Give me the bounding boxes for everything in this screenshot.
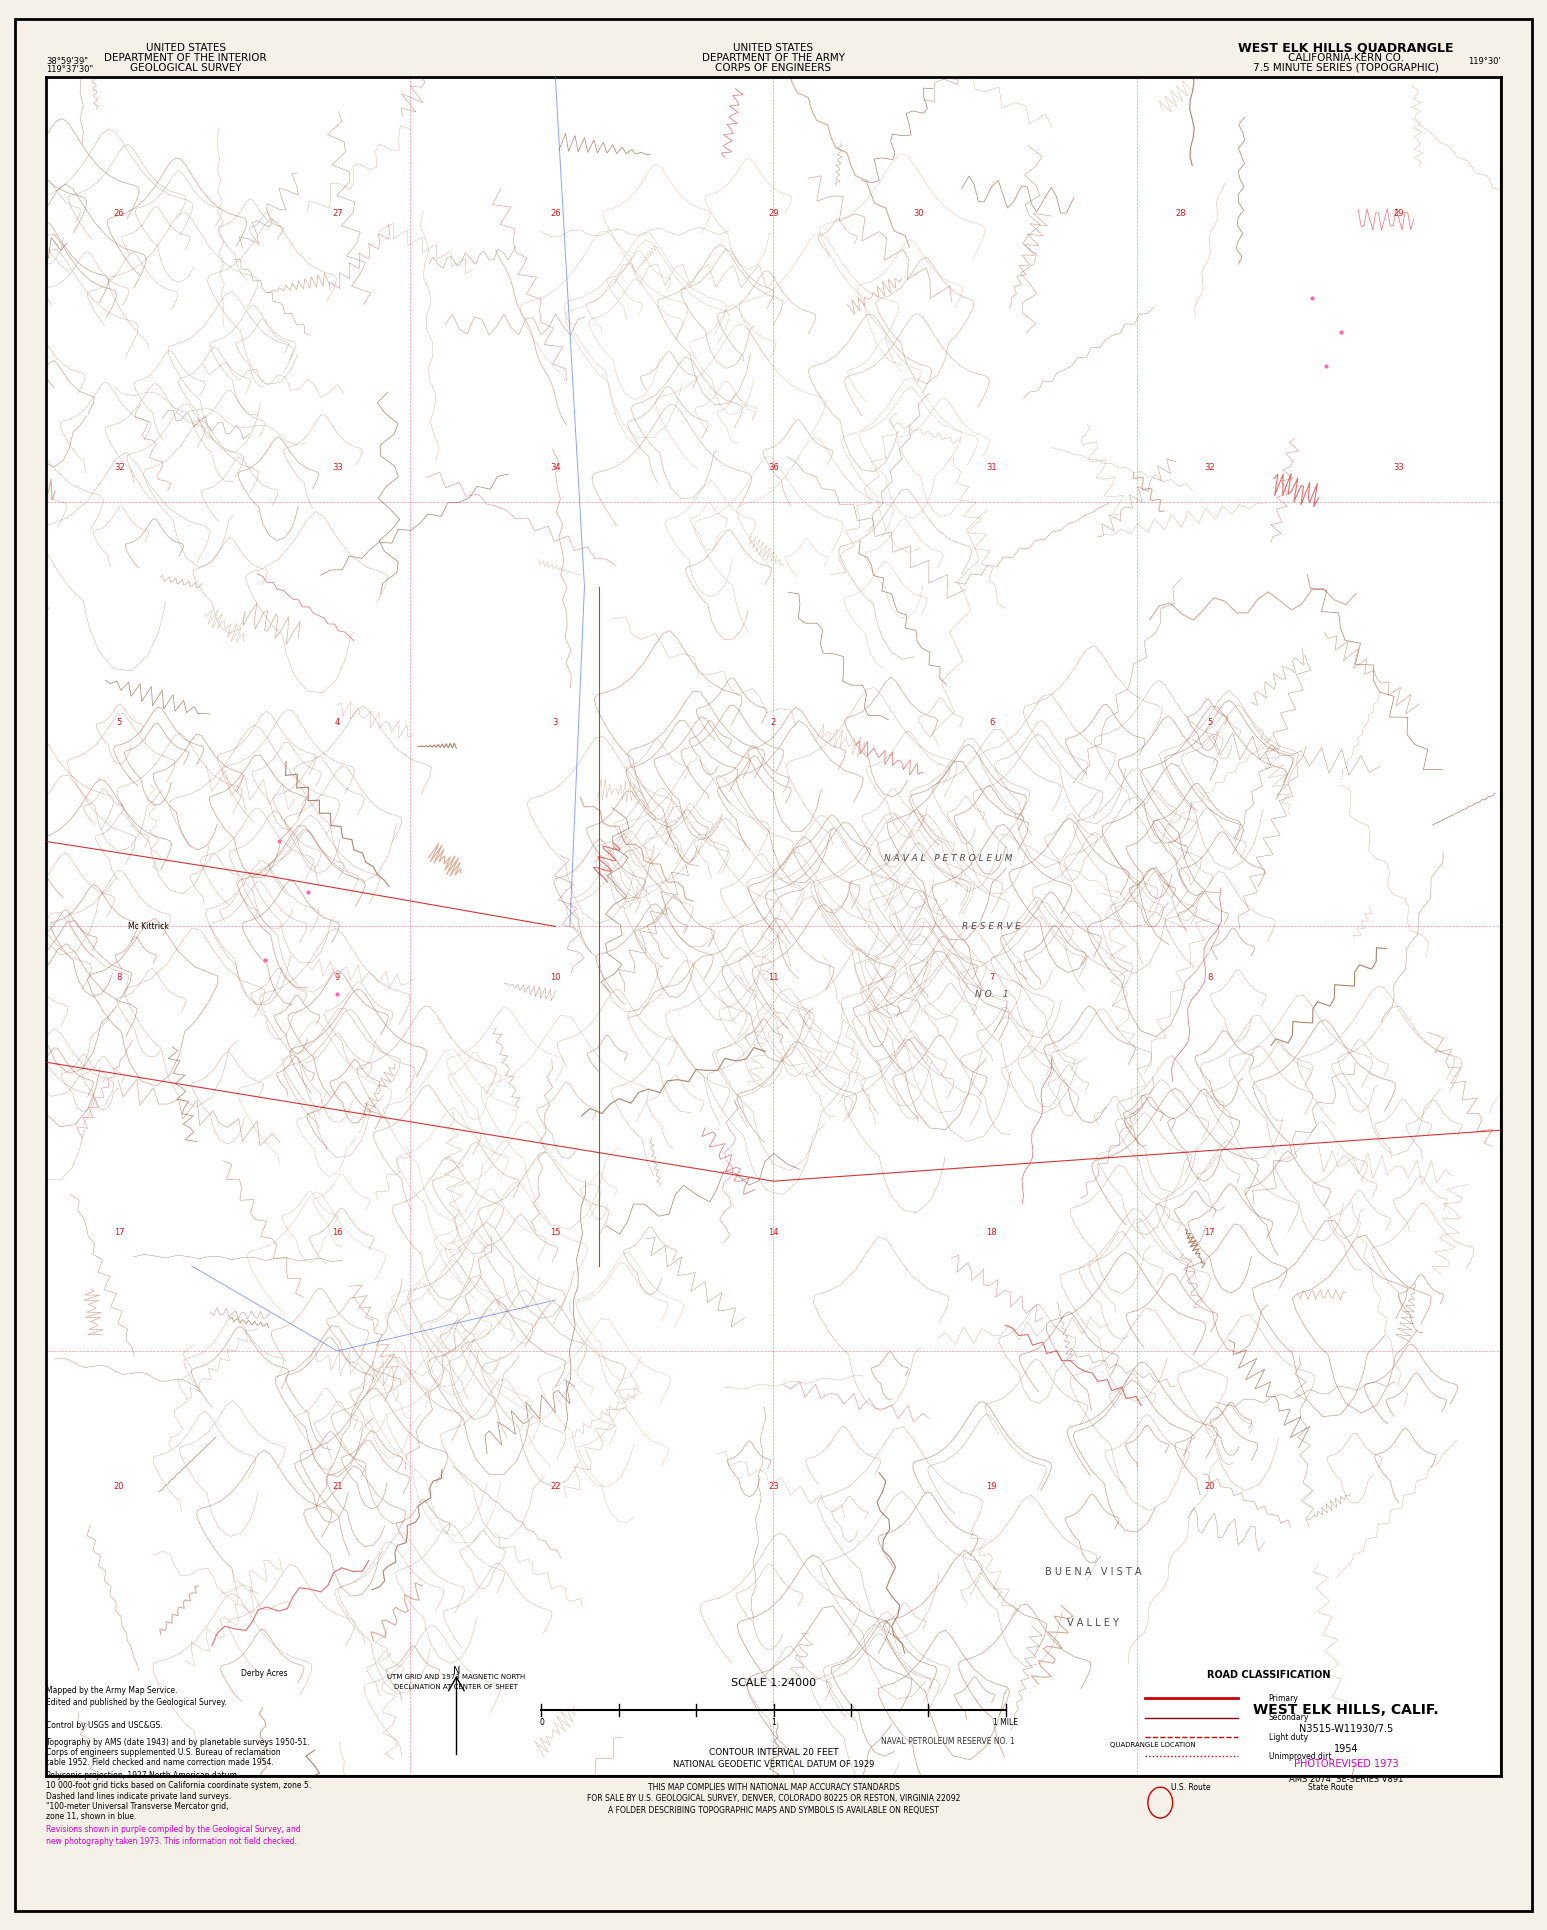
Text: Derby Acres: Derby Acres [241,1669,288,1679]
Text: 4: 4 [334,718,340,728]
Text: 19: 19 [987,1482,996,1492]
Text: Unimproved dirt: Unimproved dirt [1269,1752,1330,1760]
Text: 29: 29 [1394,208,1405,218]
Text: 32: 32 [114,463,124,473]
Text: 1 MILE: 1 MILE [993,1718,1018,1727]
Text: 28: 28 [1176,208,1187,218]
Text: State Route: State Route [1307,1783,1354,1791]
Text: 36: 36 [769,463,778,473]
Text: UNITED STATES: UNITED STATES [145,42,226,54]
Text: 2: 2 [770,718,777,728]
Text: 31: 31 [987,463,996,473]
Text: Primary: Primary [1269,1695,1298,1702]
Text: UNITED STATES: UNITED STATES [733,42,814,54]
Text: 38°59'39": 38°59'39" [46,58,88,66]
Text: 5: 5 [1207,718,1213,728]
Text: 33: 33 [333,463,342,473]
Text: zone 11, shown in blue.: zone 11, shown in blue. [46,1812,136,1820]
Text: 14: 14 [769,1227,778,1237]
Text: 23: 23 [769,1482,778,1492]
Text: N O.   1: N O. 1 [975,990,1009,1000]
Text: UTM GRID AND 1973 MAGNETIC NORTH: UTM GRID AND 1973 MAGNETIC NORTH [387,1673,526,1681]
Text: PHOTOREVISED 1973: PHOTOREVISED 1973 [1293,1758,1398,1770]
Text: 20: 20 [114,1482,124,1492]
Text: DECLINATION AT CENTER OF SHEET: DECLINATION AT CENTER OF SHEET [394,1683,518,1691]
Text: Light duty: Light duty [1269,1733,1307,1741]
Text: 26: 26 [551,208,560,218]
Text: 3: 3 [552,718,558,728]
Text: 10: 10 [551,973,560,982]
Text: WEST ELK HILLS, CALIF.: WEST ELK HILLS, CALIF. [1253,1702,1439,1718]
Text: 34: 34 [551,463,560,473]
Text: AMS 2074  SE-SERIES V891: AMS 2074 SE-SERIES V891 [1289,1776,1403,1783]
Text: 18: 18 [987,1227,996,1237]
Text: 1: 1 [770,1718,777,1727]
Text: A FOLDER DESCRIBING TOPOGRAPHIC MAPS AND SYMBOLS IS AVAILABLE ON REQUEST: A FOLDER DESCRIBING TOPOGRAPHIC MAPS AND… [608,1806,939,1814]
Text: GEOLOGICAL SURVEY: GEOLOGICAL SURVEY [130,62,241,73]
Text: CALIFORNIA-KERN CO.: CALIFORNIA-KERN CO. [1289,52,1403,64]
Text: Revisions shown in purple compiled by the Geological Survey, and: Revisions shown in purple compiled by th… [46,1826,302,1834]
Text: "100-meter Universal Transverse Mercator grid,: "100-meter Universal Transverse Mercator… [46,1803,229,1810]
Text: V A L L E Y: V A L L E Y [1067,1617,1120,1627]
Text: 15: 15 [551,1227,560,1237]
Text: 17: 17 [1205,1227,1214,1237]
Text: N: N [453,1666,459,1677]
Text: 21: 21 [333,1482,342,1492]
Text: B U E N A   V I S T A: B U E N A V I S T A [1046,1567,1142,1577]
Text: WEST ELK HILLS QUADRANGLE: WEST ELK HILLS QUADRANGLE [1238,42,1454,54]
Text: 7.5 MINUTE SERIES (TOPOGRAPHIC): 7.5 MINUTE SERIES (TOPOGRAPHIC) [1253,62,1439,73]
Text: QUADRANGLE LOCATION: QUADRANGLE LOCATION [1109,1741,1196,1749]
Text: 16: 16 [333,1227,342,1237]
Text: 26: 26 [114,208,124,218]
Text: 8: 8 [116,973,122,982]
Text: 5: 5 [116,718,122,728]
Text: 11: 11 [769,973,778,982]
Text: DEPARTMENT OF THE INTERIOR: DEPARTMENT OF THE INTERIOR [104,52,268,64]
Text: 119°30': 119°30' [1468,58,1501,66]
Text: CONTOUR INTERVAL 20 FEET: CONTOUR INTERVAL 20 FEET [709,1749,838,1756]
Text: 27: 27 [333,208,342,218]
Text: R E S E R V E: R E S E R V E [962,923,1021,930]
Text: 119°37'30": 119°37'30" [46,66,94,73]
Text: new photography taken 1973. This information not field checked.: new photography taken 1973. This informa… [46,1837,297,1845]
Text: SCALE 1:24000: SCALE 1:24000 [730,1677,817,1689]
Text: Polyconic projection, 1927 North American datum.: Polyconic projection, 1927 North America… [46,1772,240,1779]
Text: 30: 30 [914,208,924,218]
Text: 17: 17 [114,1227,124,1237]
Text: 22: 22 [551,1482,560,1492]
Text: 8: 8 [1207,973,1213,982]
Text: DEPARTMENT OF THE ARMY: DEPARTMENT OF THE ARMY [702,52,845,64]
Text: 29: 29 [769,208,778,218]
Text: 33: 33 [1394,463,1405,473]
Text: 7: 7 [989,973,995,982]
Text: 0: 0 [538,1718,545,1727]
Text: THIS MAP COMPLIES WITH NATIONAL MAP ACCURACY STANDARDS: THIS MAP COMPLIES WITH NATIONAL MAP ACCU… [648,1783,899,1791]
Text: Mc Kittrick: Mc Kittrick [128,923,169,930]
Text: ROAD CLASSIFICATION: ROAD CLASSIFICATION [1207,1669,1330,1681]
Text: table 1952. Field checked and name correction made 1954.: table 1952. Field checked and name corre… [46,1758,274,1766]
Text: N A V A L   P E T R O L E U M: N A V A L P E T R O L E U M [883,853,1012,863]
Text: 9: 9 [334,973,340,982]
Text: Topography by AMS (date 1943) and by planetable surveys 1950-51.: Topography by AMS (date 1943) and by pla… [46,1739,309,1747]
Text: Corps of engineers supplemented U.S. Bureau of reclamation: Corps of engineers supplemented U.S. Bur… [46,1749,282,1756]
Text: NAVAL PETROLEUM RESERVE NO. 1: NAVAL PETROLEUM RESERVE NO. 1 [882,1737,1015,1747]
Text: 20: 20 [1205,1482,1214,1492]
Text: Control by USGS and USC&GS.: Control by USGS and USC&GS. [46,1722,162,1729]
Text: NATIONAL GEODETIC VERTICAL DATUM OF 1929: NATIONAL GEODETIC VERTICAL DATUM OF 1929 [673,1760,874,1768]
Text: U.S. Route: U.S. Route [1171,1783,1211,1791]
Text: FOR SALE BY U.S. GEOLOGICAL SURVEY, DENVER, COLORADO 80225 OR RESTON, VIRGINIA 2: FOR SALE BY U.S. GEOLOGICAL SURVEY, DENV… [586,1795,961,1803]
Text: Edited and published by the Geological Survey.: Edited and published by the Geological S… [46,1698,227,1706]
Text: CORPS OF ENGINEERS: CORPS OF ENGINEERS [715,62,832,73]
Text: 1954: 1954 [1334,1743,1358,1754]
Text: Mapped by the Army Map Service.: Mapped by the Army Map Service. [46,1687,178,1695]
Text: Secondary: Secondary [1269,1714,1309,1722]
Text: 6: 6 [989,718,995,728]
Text: Dashed land lines indicate private land surveys.: Dashed land lines indicate private land … [46,1793,232,1801]
Text: 32: 32 [1205,463,1214,473]
Text: 10 000-foot grid ticks based on California coordinate system, zone 5.: 10 000-foot grid ticks based on Californ… [46,1781,311,1789]
Text: N3515-W11930/7.5: N3515-W11930/7.5 [1299,1723,1392,1735]
